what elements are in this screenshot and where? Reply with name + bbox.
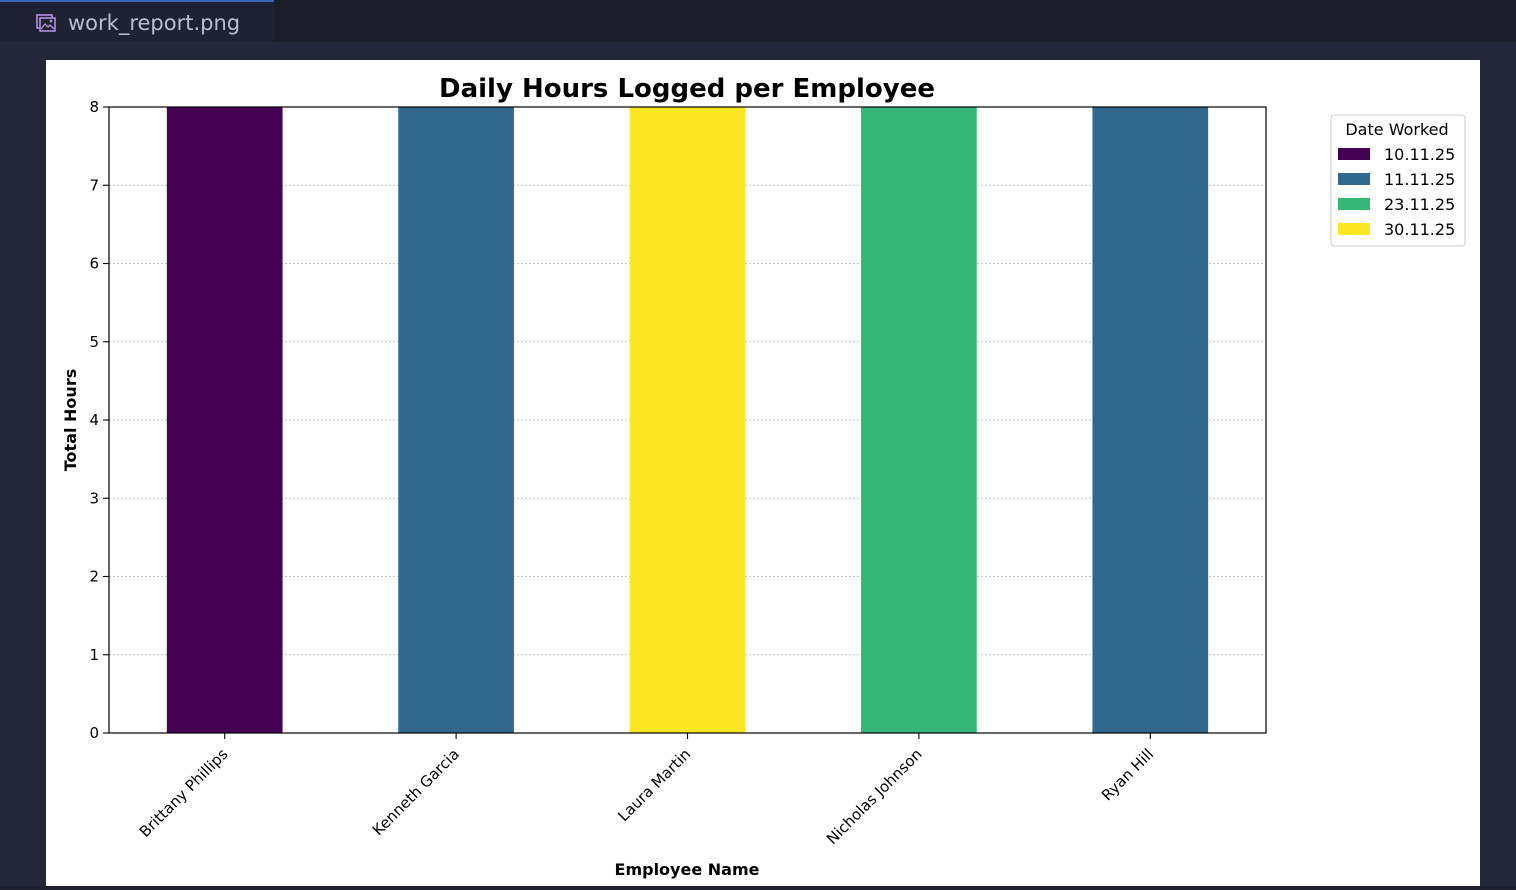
x-tick-label: Kenneth Garcia (369, 745, 463, 839)
y-tick-label: 8 (89, 98, 99, 116)
y-tick-label: 1 (89, 646, 99, 664)
y-tick-label: 5 (89, 333, 99, 351)
image-file-icon (36, 14, 56, 32)
bar (629, 107, 746, 733)
tab-bar: work_report.png (0, 0, 1516, 42)
legend-swatch (1338, 173, 1370, 185)
file-tab[interactable]: work_report.png (0, 0, 274, 42)
x-tick-label: Brittany Phillips (136, 745, 232, 841)
legend-entry: 10.11.25 (1384, 145, 1455, 164)
y-tick-label: 7 (89, 176, 99, 194)
legend-entry: 23.11.25 (1384, 195, 1455, 214)
y-tick-label: 0 (89, 724, 99, 742)
legend-title: Date Worked (1345, 120, 1448, 139)
bar (861, 107, 977, 733)
legend-box (1330, 114, 1466, 247)
y-axis-ticks: 0 1 2 3 4 5 6 7 8 (89, 98, 109, 742)
y-tick-label: 2 (89, 568, 99, 586)
y-tick-label: 3 (89, 489, 99, 507)
chart-title: Daily Hours Logged per Employee (439, 74, 935, 104)
legend-entry: 11.11.25 (1384, 170, 1455, 189)
legend: Date Worked 10.11.25 11.11.25 23.11.25 30.1… (1330, 114, 1466, 247)
x-tick-label: Nicholas Johnson (823, 745, 926, 848)
legend-swatch (1338, 148, 1370, 160)
legend-items: 10.11.25 11.11.25 23.11.25 30.11.25 (1338, 145, 1455, 239)
y-axis-label: Total Hours (61, 369, 80, 471)
x-axis-label: Employee Name (615, 860, 760, 879)
legend-swatch (1338, 198, 1370, 210)
y-tick-label: 6 (89, 255, 99, 273)
file-tab-label: work_report.png (68, 11, 241, 35)
x-axis-ticks: Brittany Phillips Kenneth Garcia Laura Mar… (136, 733, 1157, 848)
chart-canvas: 0 1 2 3 4 5 6 7 8 Brittany Phillips Kenneth Garci… (46, 60, 1480, 886)
legend-entry: 30.11.25 (1384, 220, 1455, 239)
bar (1092, 107, 1209, 733)
legend-swatch (1338, 223, 1370, 235)
x-tick-label: Laura Martin (614, 745, 694, 825)
bar (398, 107, 514, 733)
x-tick-label: Ryan Hill (1098, 745, 1157, 804)
bars (166, 107, 1209, 733)
y-tick-label: 4 (89, 411, 99, 429)
bar-chart: 0 1 2 3 4 5 6 7 8 Brittany Phillips Kenneth Garci… (61, 74, 1466, 879)
bar (166, 107, 283, 733)
